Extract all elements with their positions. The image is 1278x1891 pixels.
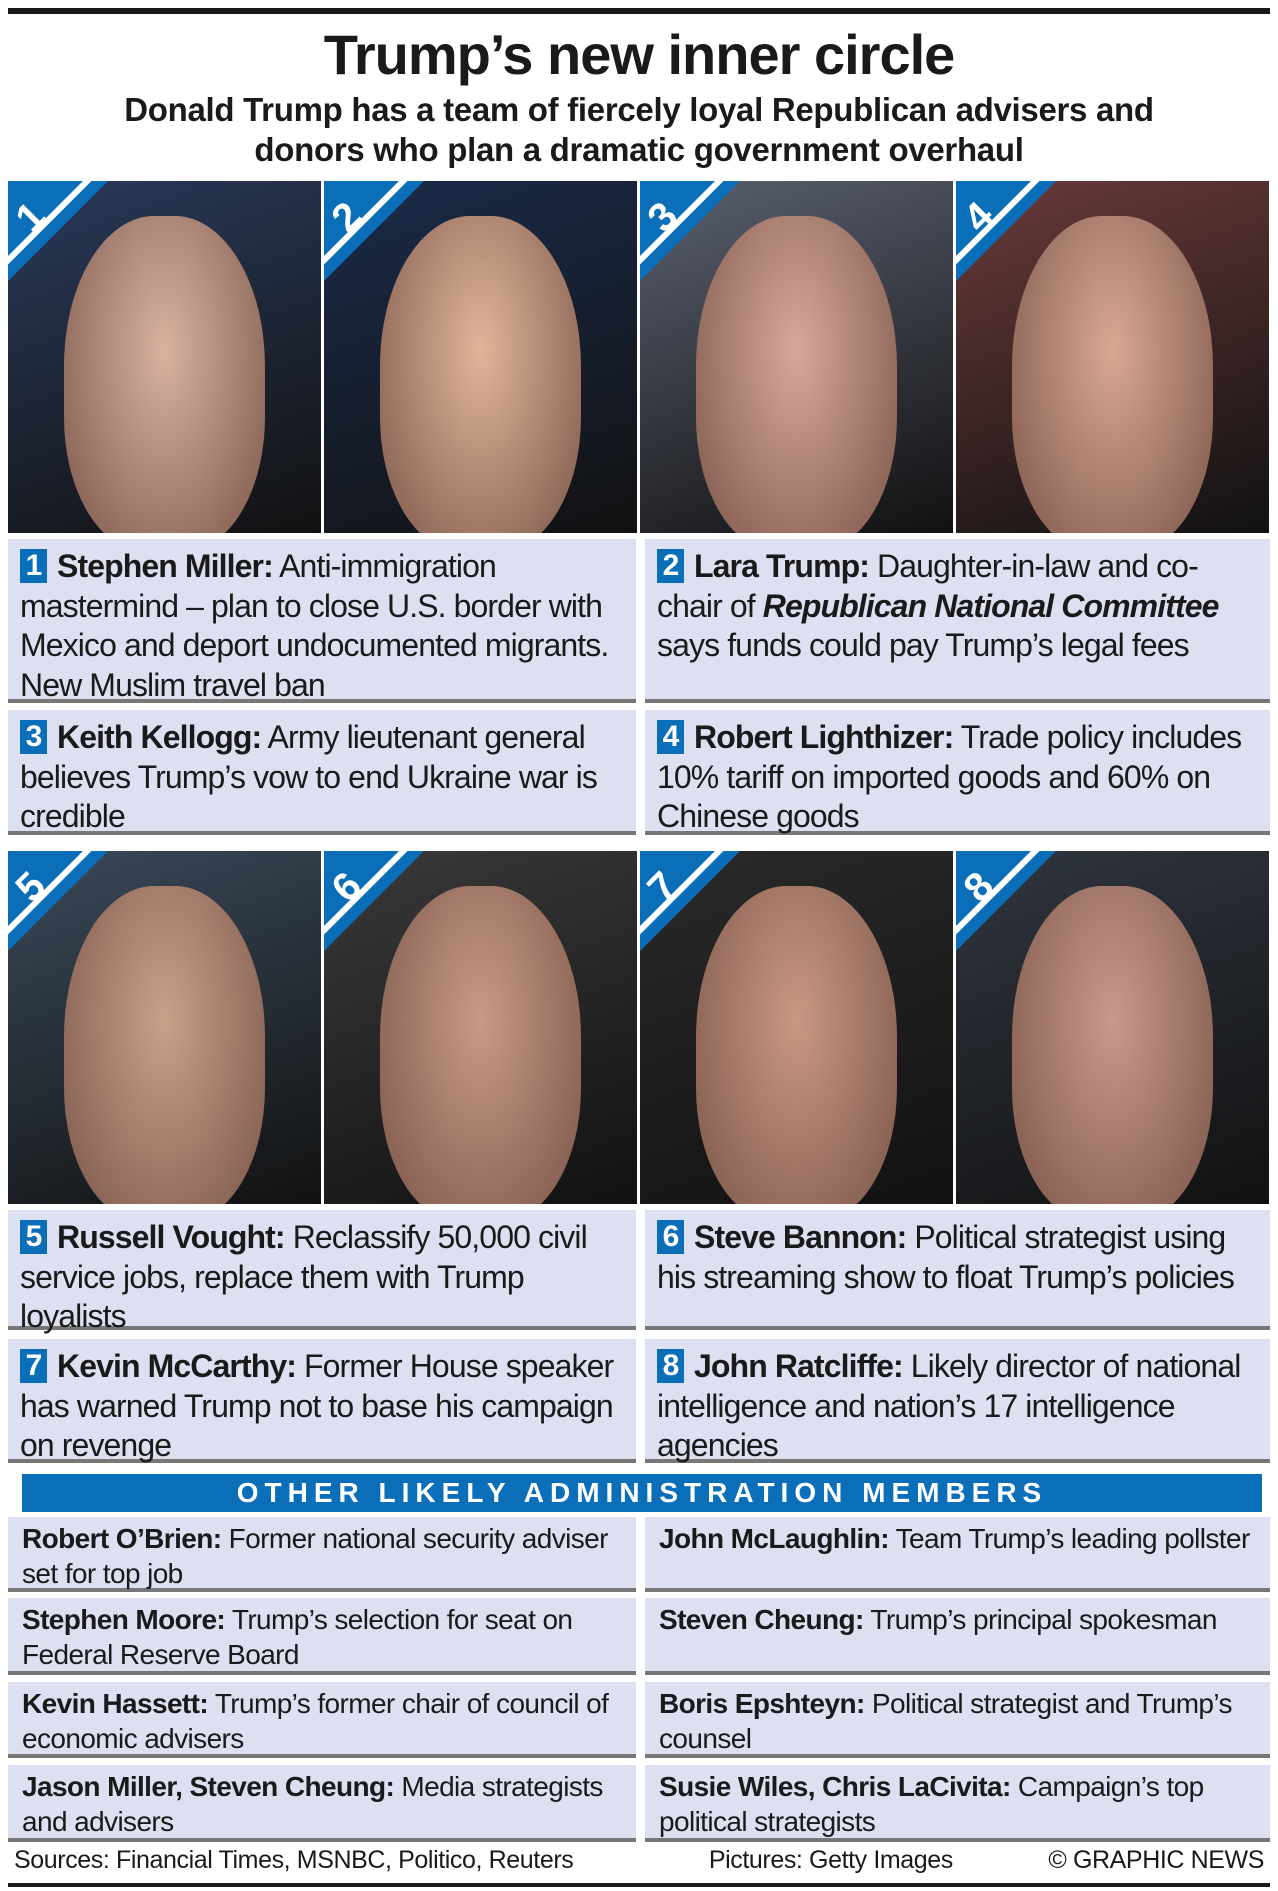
member-desc: Media strategists and advisers: [22, 1771, 603, 1837]
picture-credit: Pictures: Getty Images: [708, 1846, 953, 1874]
other-member: John McLaughlin: Team Trump’s leading po…: [645, 1517, 1270, 1592]
portrait-photo: 1: [8, 181, 321, 533]
person-name: Kevin McCarthy:: [57, 1348, 297, 1384]
number-tag: 3: [640, 181, 740, 281]
bottom-rule: [8, 1883, 1270, 1887]
other-member: Robert O’Brien: Former national security…: [8, 1517, 636, 1592]
number-tag: 7: [640, 851, 740, 951]
person-name: Steve Bannon:: [694, 1219, 907, 1255]
other-member: Stephen Moore: Trump’s selection for sea…: [8, 1598, 636, 1675]
person-name: Keith Kellogg:: [57, 719, 262, 755]
portrait-photo: 5: [8, 851, 321, 1204]
portrait-photo: 6: [324, 851, 637, 1204]
portrait-photo: 3: [640, 181, 953, 533]
number-badge: 7: [20, 1349, 47, 1383]
other-member: Jason Miller, Steven Cheung: Media strat…: [8, 1765, 636, 1842]
portrait-photo: 4: [956, 181, 1269, 533]
person-entry: 4 Robert Lighthizer: Trade policy include…: [645, 710, 1270, 835]
person-name: Russell Vought:: [57, 1219, 286, 1255]
member-name: Boris Epshteyn:: [659, 1688, 865, 1719]
other-member: Kevin Hassett: Trump’s former chair of c…: [8, 1682, 636, 1758]
member-desc: Trump’s selection for seat on Federal Re…: [22, 1604, 573, 1670]
member-name: Susie Wiles, Chris LaCivita:: [659, 1771, 1011, 1802]
number-badge: 4: [657, 720, 684, 754]
person-entry: 7 Kevin McCarthy: Former House speaker ha…: [8, 1339, 636, 1463]
number-tag: 6: [324, 851, 424, 951]
member-name: Jason Miller, Steven Cheung:: [22, 1771, 395, 1802]
number-badge: 1: [20, 549, 47, 583]
portrait-photo: 7: [640, 851, 953, 1204]
person-name: Robert Lighthizer:: [694, 719, 954, 755]
page-title: Trump’s new inner circle: [323, 23, 956, 86]
number-badge: 8: [657, 1349, 684, 1383]
member-name: Steven Cheung:: [659, 1604, 864, 1635]
person-entry: 3 Keith Kellogg: Army lieutenant general …: [8, 710, 636, 835]
member-name: John McLaughlin:: [659, 1523, 890, 1554]
person-name: John Ratcliffe:: [694, 1348, 904, 1384]
member-desc: Campaign’s top political strategists: [659, 1771, 1204, 1837]
number-badge: 2: [657, 549, 684, 583]
person-name: Lara Trump:: [694, 548, 870, 584]
person-name: Stephen Miller:: [57, 548, 274, 584]
member-name: Stephen Moore:: [22, 1604, 226, 1635]
member-desc: Team Trump’s leading pollster: [895, 1523, 1251, 1554]
number-tag: 8: [956, 851, 1056, 951]
portrait-photo: 2: [324, 181, 637, 533]
subtitle-line: Donald Trump has a team of fiercely loya…: [124, 91, 1154, 128]
others-heading: OTHER LIKELY ADMINISTRATION MEMBERS: [22, 1474, 1262, 1512]
number-tag: 2: [324, 181, 424, 281]
number-badge: 5: [20, 1220, 47, 1254]
person-entry: 5 Russell Vought: Reclassify 50,000 civil…: [8, 1210, 636, 1334]
subtitle-line: donors who plan a dramatic government ov…: [254, 131, 1024, 168]
member-desc: Former national security adviser set for…: [22, 1523, 608, 1589]
member-desc: Political strategist and Trump’s counsel: [659, 1688, 1233, 1754]
footer: Sources: Financial Times, MSNBC, Politic…: [14, 1846, 1264, 1875]
member-desc: Trump’s former chair of council of econo…: [22, 1688, 609, 1754]
member-name: Robert O’Brien:: [22, 1523, 222, 1554]
number-badge: 6: [657, 1220, 684, 1254]
number-tag: 4: [956, 181, 1056, 281]
other-member: Boris Epshteyn: Political strategist and…: [645, 1682, 1270, 1758]
member-name: Kevin Hassett:: [22, 1688, 209, 1719]
person-entry: 1 Stephen Miller: Anti-immigration master…: [8, 539, 636, 703]
copyright: © GRAPHIC NEWS: [1048, 1846, 1264, 1874]
number-badge: 3: [20, 720, 47, 754]
sources: Sources: Financial Times, MSNBC, Politic…: [14, 1846, 574, 1874]
number-tag: 5: [8, 851, 108, 951]
person-entry: 8 John Ratcliffe: Likely director of nati…: [645, 1339, 1270, 1463]
person-entry: 2 Lara Trump: Daughter-in-law and co-chai…: [645, 539, 1270, 703]
person-entry: 6 Steve Bannon: Political strategist usin…: [645, 1210, 1270, 1330]
member-desc: Trump’s principal spokesman: [870, 1604, 1217, 1635]
other-member: Steven Cheung: Trump’s principal spokesm…: [645, 1598, 1270, 1675]
portrait-photo: 8: [956, 851, 1269, 1204]
subtitle: Donald Trump has a team of fiercely loya…: [0, 90, 1278, 170]
number-tag: 1: [8, 181, 108, 281]
top-rule: [8, 8, 1270, 14]
other-member: Susie Wiles, Chris LaCivita: Campaign’s …: [645, 1765, 1270, 1842]
